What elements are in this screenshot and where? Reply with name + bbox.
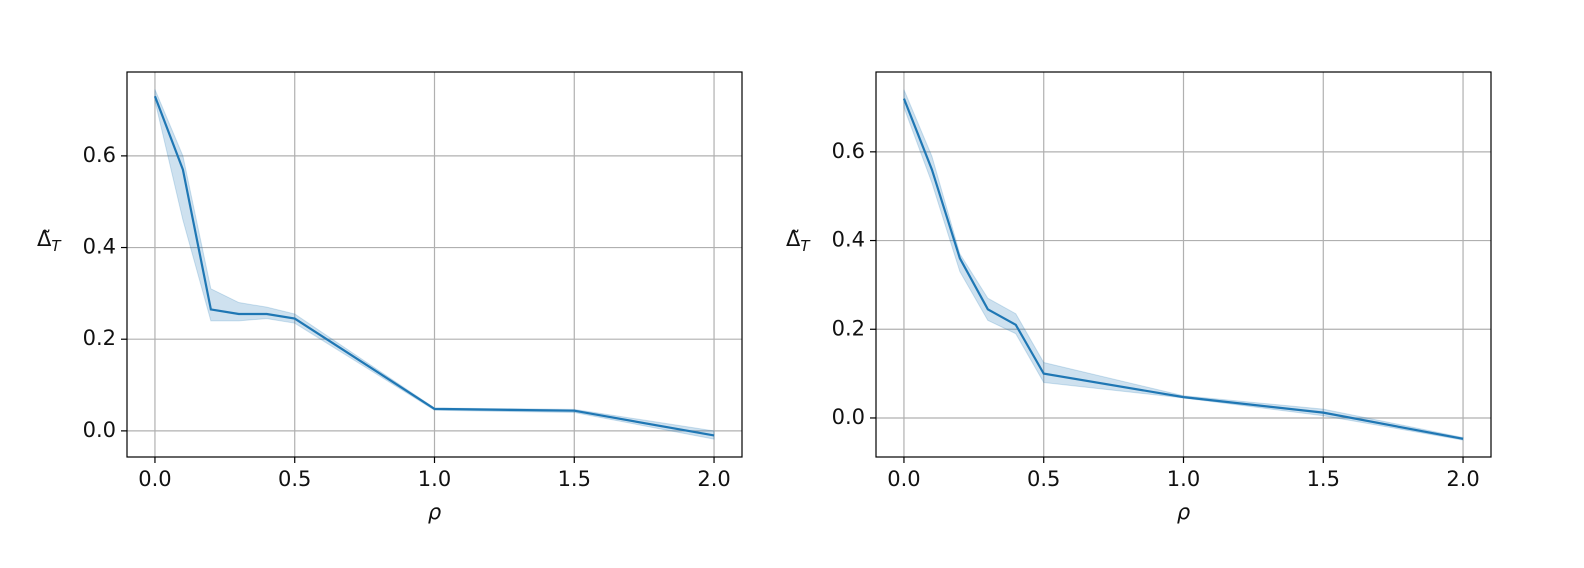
y-axis-label-base: Δ̃ — [786, 227, 801, 251]
x-tick-label: 2.0 — [1446, 467, 1479, 491]
x-tick-label: 1.5 — [1307, 467, 1340, 491]
x-axis-label: ρ — [428, 500, 442, 524]
plot-frame — [126, 71, 743, 458]
line — [153, 95, 715, 437]
plot-frame — [875, 71, 1492, 458]
x-tick-label: 1.0 — [418, 467, 451, 491]
y-axis-label: Δ̃T — [786, 227, 811, 255]
y-tick-label: 0.2 — [832, 316, 865, 340]
x-tick-label: 2.0 — [697, 467, 730, 491]
line — [902, 98, 1464, 440]
x-tick-label: 0.5 — [278, 467, 311, 491]
y-axis-label: Δ̃T — [37, 227, 62, 255]
x-tick-label: 0.5 — [1027, 467, 1060, 491]
x-tick-label: 0.0 — [887, 467, 920, 491]
x-tick-label: 1.5 — [558, 467, 591, 491]
y-axis-label-sub: T — [51, 237, 62, 255]
y-tick-label: 0.0 — [83, 418, 116, 442]
y-axis-label-base: Δ̃ — [37, 227, 52, 251]
chart: 0.0 0.5 1.0 1.5 2.0 0.0 0.2 0.4 0.6 ρ Δ̃T — [37, 71, 743, 524]
y-axis-label-sub: T — [800, 237, 811, 255]
x-tick-label: 0.0 — [138, 467, 171, 491]
chart: 0.0 0.5 1.0 1.5 2.0 0.0 0.2 0.4 0.6 ρ Δ̃T — [786, 71, 1492, 524]
x-tick-label: 1.0 — [1167, 467, 1200, 491]
confidence-band — [903, 89, 1464, 441]
y-tick-label: 0.0 — [832, 405, 865, 429]
y-tick-label: 0.4 — [832, 228, 865, 252]
y-tick-label: 0.6 — [832, 139, 865, 163]
x-axis-label: ρ — [1177, 500, 1191, 524]
y-tick-label: 0.2 — [83, 326, 116, 350]
y-tick-label: 0.4 — [83, 235, 116, 259]
y-tick-label: 0.6 — [83, 143, 116, 167]
confidence-band — [154, 89, 715, 440]
